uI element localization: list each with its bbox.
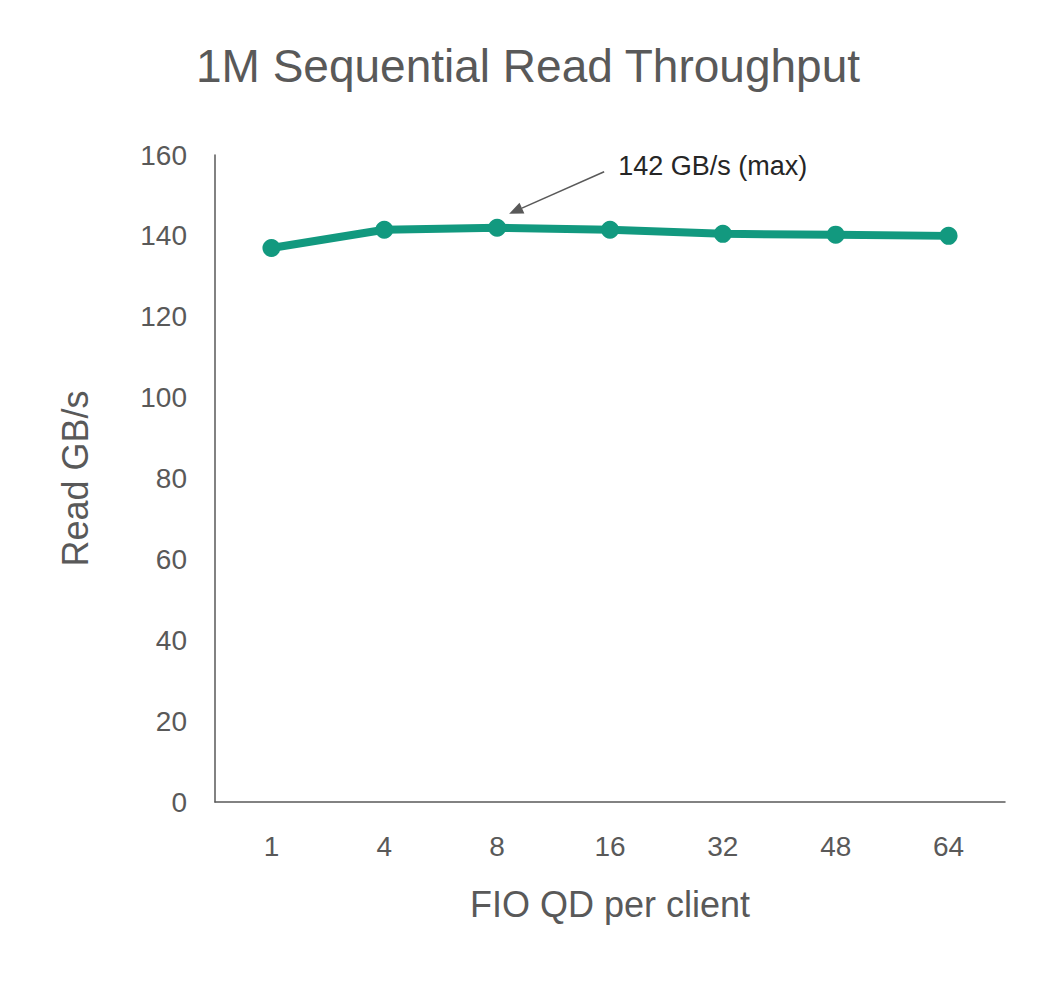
svg-text:1M Sequential Read Throughput: 1M Sequential Read Throughput [196, 40, 860, 92]
svg-text:Read GB/s: Read GB/s [55, 390, 96, 566]
svg-text:32: 32 [707, 831, 738, 862]
svg-text:60: 60 [156, 544, 187, 575]
svg-text:100: 100 [140, 382, 187, 413]
svg-text:142 GB/s (max): 142 GB/s (max) [618, 151, 807, 181]
svg-text:FIO QD per client: FIO QD per client [470, 884, 750, 925]
svg-text:160: 160 [140, 140, 187, 171]
svg-text:120: 120 [140, 301, 187, 332]
svg-text:4: 4 [376, 831, 392, 862]
svg-text:0: 0 [171, 787, 187, 818]
svg-text:20: 20 [156, 706, 187, 737]
svg-text:140: 140 [140, 220, 187, 251]
svg-text:40: 40 [156, 625, 187, 656]
svg-text:16: 16 [594, 831, 625, 862]
svg-text:64: 64 [933, 831, 964, 862]
svg-text:8: 8 [489, 831, 505, 862]
svg-text:80: 80 [156, 463, 187, 494]
svg-text:1: 1 [264, 831, 280, 862]
svg-text:48: 48 [820, 831, 851, 862]
